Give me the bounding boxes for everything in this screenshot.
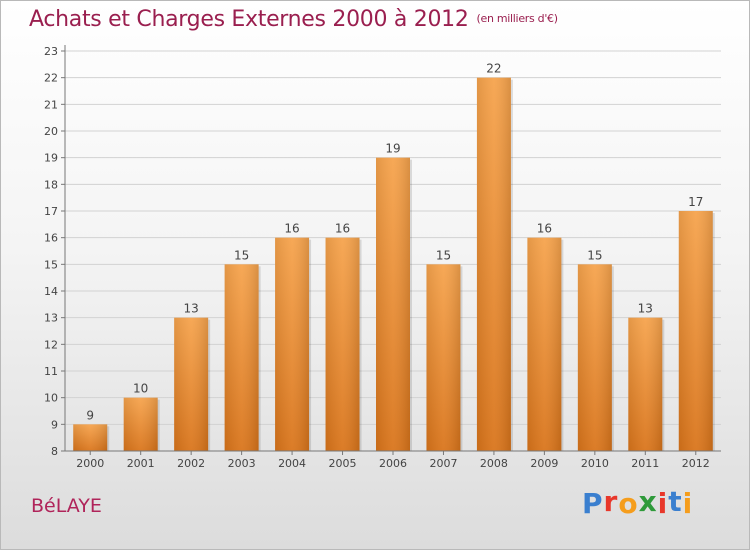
bar-highlight (678, 211, 713, 451)
proxiti-logo: Proxiti (582, 485, 694, 520)
bar-highlight (527, 237, 562, 451)
x-tick-label: 2006 (379, 457, 407, 470)
bar-highlight (376, 157, 410, 451)
y-tick-label: 14 (44, 285, 58, 298)
x-tick-label: 2007 (429, 457, 457, 470)
chart-title-text: Achats et Charges Externes 2000 à 2012 (29, 7, 469, 32)
y-tick-label: 10 (44, 392, 58, 405)
y-tick-label: 8 (51, 445, 58, 458)
data-label: 13 (638, 302, 653, 316)
bar-highlight (123, 397, 158, 451)
x-tick-label: 2005 (329, 457, 357, 470)
y-tick-label: 20 (44, 125, 58, 138)
chart-subtitle: (en milliers d'€) (476, 12, 558, 25)
data-label: 17 (688, 195, 703, 209)
x-tick-label: 2012 (682, 457, 710, 470)
chart-title: Achats et Charges Externes 2000 à 2012 (e… (29, 7, 558, 32)
bar-highlight (628, 317, 663, 451)
bar-highlight (577, 264, 612, 451)
logo-letter: o (618, 487, 639, 520)
data-label: 15 (436, 248, 451, 262)
bar-highlight (174, 317, 209, 451)
y-tick-label: 19 (44, 152, 58, 165)
data-label: 16 (284, 222, 299, 236)
y-tick-label: 22 (44, 72, 58, 85)
bar-highlight (73, 424, 108, 451)
y-tick-label: 12 (44, 338, 58, 351)
bar-highlight (325, 237, 360, 451)
logo-letter: t (668, 485, 683, 518)
data-label: 19 (385, 142, 400, 156)
data-label: 15 (587, 248, 602, 262)
data-label: 10 (133, 382, 148, 396)
x-tick-label: 2011 (631, 457, 659, 470)
bar-highlight (426, 264, 461, 451)
y-tick-label: 21 (44, 98, 58, 111)
x-tick-label: 2002 (177, 457, 205, 470)
data-labels: 9 10 13 15 16 16 19 15 22 16 15 13 17 (86, 62, 703, 423)
x-tick-label: 2000 (76, 457, 104, 470)
y-tick-label: 11 (44, 365, 58, 378)
logo-letter: r (603, 485, 619, 518)
x-tick-label: 2010 (581, 457, 609, 470)
data-label: 22 (486, 62, 501, 76)
y-tick-label: 16 (44, 232, 58, 245)
x-tick-label: 2009 (530, 457, 558, 470)
x-tick-label: 2008 (480, 457, 508, 470)
data-label: 9 (86, 408, 94, 422)
logo-letter: x (638, 485, 658, 518)
commune-name: BéLAYE (31, 495, 102, 517)
y-tick-label: 9 (51, 418, 58, 431)
logo-letter: P (582, 487, 604, 520)
bar-highlight (476, 77, 511, 452)
y-tick-label: 13 (44, 312, 58, 325)
x-tick-label: 2003 (228, 457, 256, 470)
bar-highlight (224, 264, 259, 451)
logo-letter: i (657, 487, 669, 520)
y-tick-label: 17 (44, 205, 58, 218)
x-tick-label: 2004 (278, 457, 306, 470)
bars (73, 77, 715, 452)
y-tick-label: 23 (44, 45, 58, 58)
x-tick-label: 2001 (127, 457, 155, 470)
logo-letter: i (682, 487, 694, 520)
data-label: 16 (537, 222, 552, 236)
data-label: 13 (184, 302, 199, 316)
data-label: 16 (335, 222, 350, 236)
data-label: 15 (234, 248, 249, 262)
y-tick-label: 18 (44, 178, 58, 191)
y-tick-label: 15 (44, 258, 58, 271)
axes: 8 9 10 11 12 13 14 15 16 17 18 19 20 21 22 23 2000 2001 20… (44, 45, 721, 470)
bar-highlight (275, 237, 310, 451)
